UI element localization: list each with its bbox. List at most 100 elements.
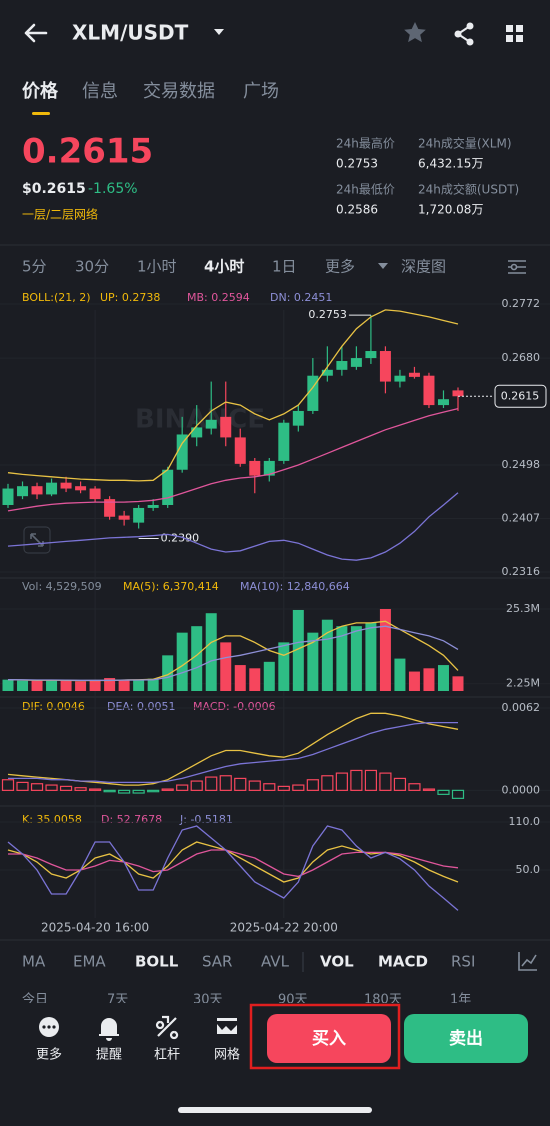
candle-body <box>31 486 43 495</box>
favorite-icon[interactable] <box>404 22 426 43</box>
sell-button[interactable] <box>404 1014 528 1063</box>
candle-body <box>205 419 217 429</box>
macd-bar <box>393 777 407 791</box>
volume-bar <box>75 681 87 691</box>
chart-settings-icon[interactable] <box>508 260 526 274</box>
macd-bar <box>103 789 116 793</box>
tab[interactable]: 价格 <box>22 80 59 102</box>
macd-bar <box>408 783 421 791</box>
tab[interactable]: 广场 <box>243 81 279 102</box>
interval[interactable]: 1小时 <box>137 258 177 276</box>
macd-bar <box>219 775 232 791</box>
candle-body <box>46 482 58 495</box>
volume-bar <box>292 609 304 691</box>
y-tick-label: 0.2407 <box>502 512 541 525</box>
legend-item: K: 35.0058 <box>22 813 82 826</box>
current-price-box <box>494 384 547 408</box>
macd-bar <box>16 781 29 791</box>
candle-body <box>133 507 145 523</box>
dots <box>42 1025 56 1029</box>
macd-bar <box>176 784 189 791</box>
interval[interactable]: 更多 <box>325 258 355 276</box>
interval[interactable]: 30分 <box>75 258 109 276</box>
interval[interactable]: 1日 <box>272 258 297 276</box>
indicator-tab[interactable]: BOLL <box>135 953 179 971</box>
volume-bar <box>365 622 377 691</box>
volume-bar <box>104 678 116 691</box>
draw-tool-icon[interactable] <box>518 952 537 971</box>
legend-item: J: -0.5181 <box>179 813 233 826</box>
nav-label[interactable]: 杠杆 <box>154 1047 180 1063</box>
macd-bar <box>147 789 160 793</box>
legend-item: MB: 0.2594 <box>187 291 250 304</box>
volume-bar <box>147 678 159 691</box>
legend-item: D: 52.7678 <box>101 813 162 826</box>
indicator-line <box>7 492 459 561</box>
indicator-line <box>7 825 459 911</box>
candle-body <box>321 369 333 376</box>
y-tick-label: 50.0 <box>516 863 541 876</box>
indicator-tab[interactable]: MA <box>22 953 46 971</box>
indicator-tab[interactable]: MACD <box>378 953 428 971</box>
indicator-line <box>7 309 459 482</box>
indicator-tab[interactable]: RSI <box>451 953 475 971</box>
candle-body <box>162 469 174 505</box>
volume-bar <box>205 613 217 691</box>
panel-dividers <box>0 577 550 941</box>
macd-bar <box>118 789 131 794</box>
more-dropdown[interactable] <box>378 263 388 269</box>
volume-bar <box>220 642 232 691</box>
interval[interactable]: 深度图 <box>401 258 446 276</box>
cell <box>516 25 523 32</box>
buy-label[interactable]: 买入 <box>312 1029 346 1049</box>
stat-label: 24h最低价 <box>336 183 395 197</box>
dot <box>47 1025 51 1029</box>
candle-body <box>220 416 232 438</box>
volume-bar <box>336 626 348 691</box>
indicator-tab[interactable]: AVL <box>261 953 290 971</box>
buy-button[interactable] <box>267 1014 391 1063</box>
indicator-line <box>7 625 459 681</box>
macd-bar <box>350 769 363 791</box>
volume-bar <box>394 658 406 691</box>
nav-label[interactable]: 网格 <box>214 1047 240 1063</box>
back-button[interactable] <box>24 23 48 43</box>
candle-body <box>408 372 420 377</box>
tab[interactable]: 信息 <box>82 81 118 102</box>
grid-icon[interactable] <box>506 25 523 42</box>
interval[interactable]: 4小时 <box>204 258 244 276</box>
knob <box>510 263 518 271</box>
back-icon <box>24 23 48 43</box>
share-icon[interactable] <box>454 22 474 46</box>
candle-body <box>278 422 290 461</box>
nav-label[interactable]: 提醒 <box>96 1047 122 1063</box>
symbol-dropdown[interactable] <box>214 29 224 35</box>
macd-bar <box>1 779 15 791</box>
legend-item: BOLL:(21, 2) <box>22 291 91 304</box>
macd-bar <box>335 772 348 791</box>
sell-label[interactable]: 卖出 <box>449 1028 483 1049</box>
indicator-tab[interactable]: SAR <box>202 953 232 971</box>
share-lines <box>457 25 471 43</box>
candle-body <box>350 358 362 367</box>
leverage-icon <box>155 1015 179 1040</box>
candle-body <box>147 505 159 508</box>
macd-bar <box>306 779 319 791</box>
legend-item: Vol: 4,529,509 <box>22 580 102 593</box>
stat-label: 24h成交额(USDT) <box>418 182 519 197</box>
macd-bar <box>45 784 58 791</box>
expand-icon <box>30 533 44 547</box>
tab[interactable]: 交易数据 <box>143 81 215 102</box>
stat-label: 24h成交量(XLM) <box>418 136 512 151</box>
indicator-tab[interactable]: VOL <box>320 953 354 971</box>
macd-bar <box>292 784 305 791</box>
volume-bar <box>423 668 435 691</box>
y-tick-label: 0.0062 <box>502 701 541 714</box>
interval[interactable]: 5分 <box>22 258 47 276</box>
high-label: 0.2753 <box>308 308 347 321</box>
indicator-tab[interactable]: EMA <box>73 953 106 971</box>
nav-label[interactable]: 更多 <box>36 1047 62 1063</box>
legend-item: MA(5): 6,370,414 <box>123 580 219 593</box>
expand-button[interactable] <box>23 526 51 554</box>
